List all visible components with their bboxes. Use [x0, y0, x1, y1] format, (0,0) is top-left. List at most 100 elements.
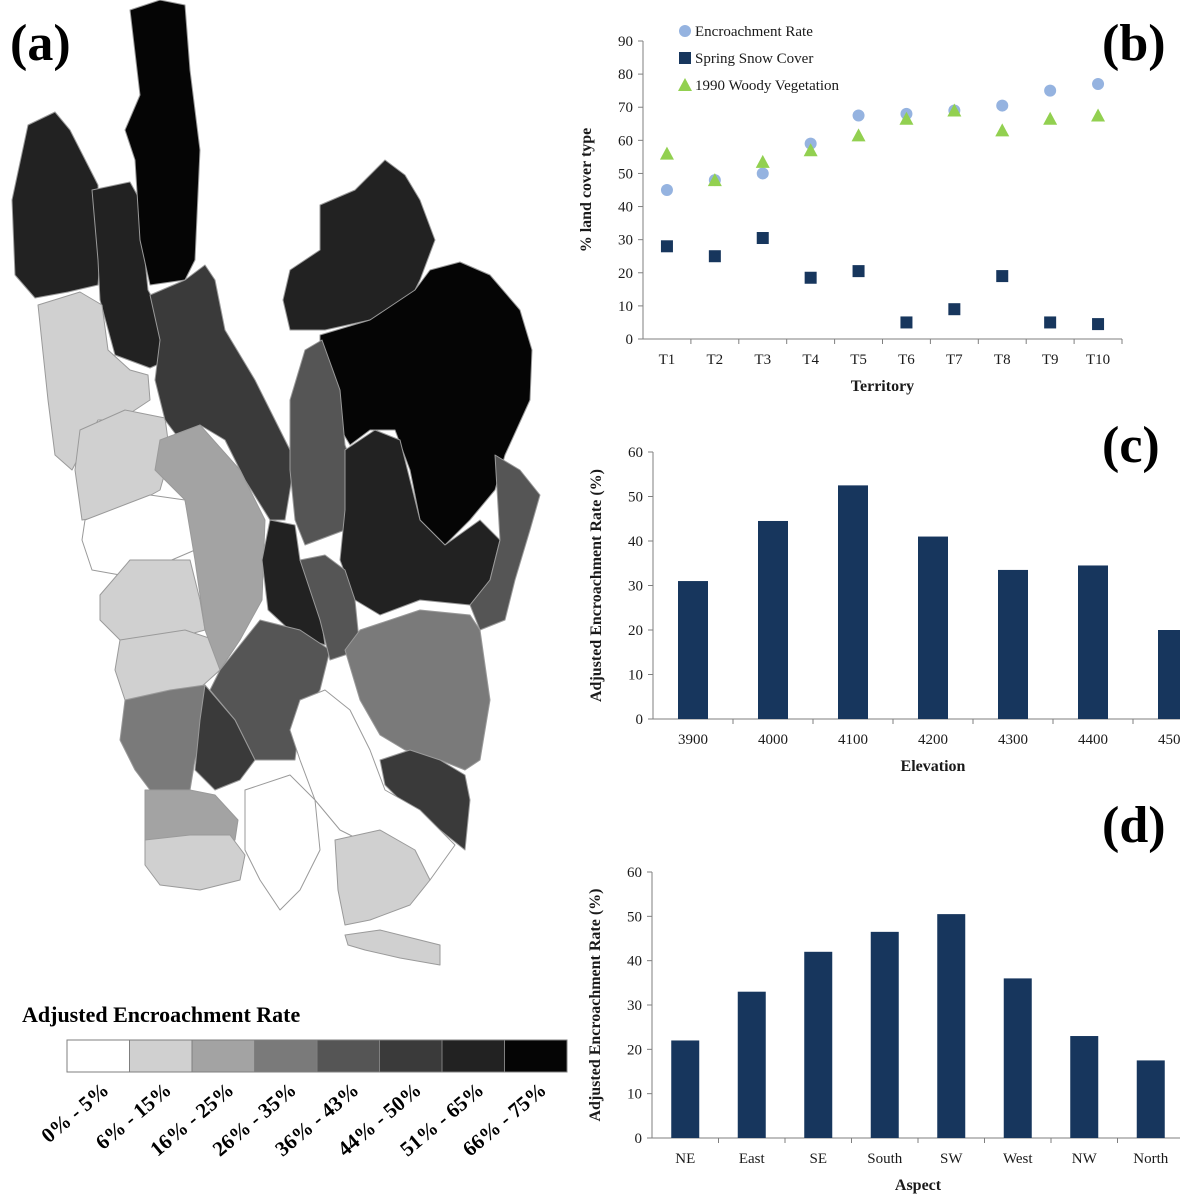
encroachment-rate-point	[996, 99, 1009, 112]
snow-cover-point	[996, 270, 1009, 283]
map-region	[119, 684, 211, 791]
map-region	[299, 554, 361, 661]
map-region	[194, 684, 256, 791]
bar	[671, 1040, 700, 1138]
map-region	[11, 111, 101, 299]
y-tick-label: 0	[626, 332, 634, 348]
x-axis-title: Territory	[851, 378, 914, 395]
woody-vegetation-point	[659, 146, 674, 160]
encroachment-rate-point	[660, 184, 673, 196]
bar	[678, 581, 708, 719]
bar	[918, 536, 948, 719]
y-tick-label: 20	[618, 266, 633, 282]
y-tick-label: 60	[627, 865, 642, 881]
map-region	[244, 774, 321, 911]
bar	[870, 931, 899, 1138]
x-tick-label: T3	[754, 352, 771, 368]
y-tick-label: 10	[627, 1087, 642, 1103]
y-tick-label: 40	[628, 534, 643, 550]
map-region	[334, 829, 431, 926]
x-tick-label: 4300	[998, 732, 1028, 748]
bar	[998, 569, 1028, 719]
x-tick-label: 4500	[1158, 732, 1180, 748]
panel-a-label: (a)	[10, 15, 71, 72]
legend-circle-marker	[679, 25, 691, 37]
snow-cover-point	[756, 232, 769, 245]
x-tick-label: NW	[1072, 1151, 1098, 1167]
territory-map	[11, 0, 541, 966]
y-tick-label: 70	[618, 100, 633, 116]
y-tick-label: 20	[628, 623, 643, 639]
y-tick-label: 30	[627, 998, 642, 1014]
y-tick-label: 0	[636, 712, 644, 728]
x-tick-label: T6	[898, 352, 915, 368]
panel-c-label: (c)	[1102, 417, 1160, 474]
x-tick-label: South	[867, 1151, 903, 1167]
y-axis-title: % land cover type	[578, 128, 595, 253]
woody-vegetation-point	[707, 173, 722, 187]
x-tick-label: 4200	[918, 732, 948, 748]
snow-cover-point	[708, 250, 721, 263]
legend-swatch	[504, 1039, 568, 1073]
legend-swatch	[191, 1039, 255, 1073]
y-tick-label: 50	[627, 909, 642, 925]
encroachment-rate-point	[1044, 84, 1057, 97]
panel-d-label: (d)	[1102, 797, 1166, 854]
woody-vegetation-point	[995, 123, 1010, 137]
map-region	[289, 689, 456, 881]
snow-cover-point	[900, 316, 913, 329]
snow-cover-point	[852, 265, 865, 278]
x-tick-label: 3900	[678, 732, 708, 748]
x-axis-title: Elevation	[901, 758, 966, 775]
map-region	[144, 834, 246, 891]
y-tick-label: 80	[618, 67, 633, 83]
bar	[937, 914, 966, 1138]
x-tick-label: T5	[850, 352, 867, 368]
bar	[1003, 978, 1032, 1138]
snow-cover-point	[1092, 318, 1105, 331]
y-tick-label: 30	[628, 579, 643, 595]
bar	[804, 951, 833, 1138]
legend-triangle-marker	[678, 78, 692, 91]
snow-cover-point	[804, 271, 817, 284]
encroachment-rate-point	[1092, 78, 1105, 91]
bar	[737, 991, 766, 1138]
y-tick-label: 10	[618, 299, 633, 315]
y-axis-title: Adjusted Encroachment Rate (%)	[587, 888, 604, 1121]
woody-vegetation-point	[1091, 108, 1106, 122]
x-tick-label: 4000	[758, 732, 788, 748]
bar	[758, 520, 788, 719]
bar	[1136, 1060, 1165, 1138]
panel-b-label: (b)	[1102, 15, 1166, 72]
encroachment-rate-point	[852, 109, 865, 122]
y-tick-label: 40	[627, 954, 642, 970]
map-region	[144, 789, 239, 841]
x-tick-label: T7	[946, 352, 963, 368]
map-legend: Adjusted Encroachment Rate 0% - 5% 6% - 1…	[22, 1002, 582, 1197]
y-tick-label: 0	[635, 1131, 643, 1147]
legend-swatch	[129, 1039, 193, 1073]
x-tick-label: 4100	[838, 732, 868, 748]
y-tick-label: 50	[628, 490, 643, 506]
legend-swatch	[441, 1039, 505, 1073]
woody-vegetation-point	[851, 128, 866, 142]
chart-d: 0 10 20 30 40 50 60 NE East SE South SW West NW North A…	[587, 865, 1180, 1194]
map-region	[344, 929, 441, 966]
x-tick-label: T1	[659, 352, 676, 368]
woody-vegetation-point	[1043, 111, 1058, 125]
woody-vegetation-point	[947, 103, 962, 117]
snow-cover-point	[1044, 316, 1057, 329]
legend-label: Encroachment Rate	[695, 24, 813, 40]
map-region	[154, 424, 266, 671]
map-region	[282, 159, 436, 331]
snow-cover-point	[660, 240, 673, 253]
x-tick-label: T2	[707, 352, 724, 368]
map-region	[379, 749, 471, 851]
y-tick-label: 90	[618, 34, 633, 50]
y-axis-title: Adjusted Encroachment Rate (%)	[588, 469, 605, 702]
x-tick-label: North	[1133, 1151, 1168, 1167]
x-tick-label: SW	[940, 1151, 963, 1167]
y-tick-label: 40	[618, 200, 633, 216]
legend-swatch	[254, 1039, 318, 1073]
map-region	[149, 264, 296, 521]
